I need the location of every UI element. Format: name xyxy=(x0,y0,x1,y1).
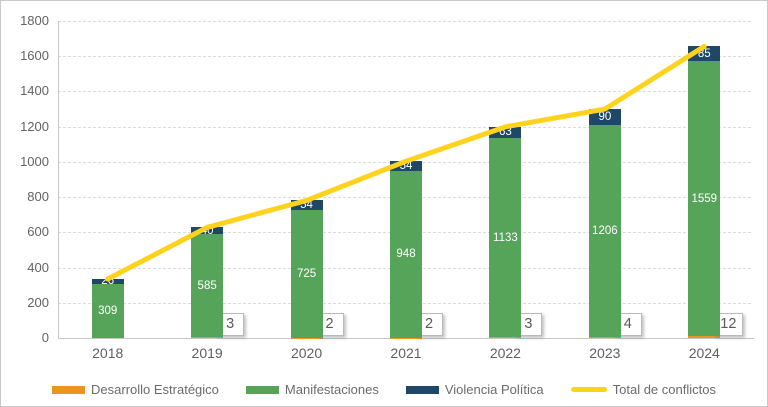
bar-value-label: 1559 xyxy=(691,192,718,205)
x-axis-category-label: 2019 xyxy=(191,345,223,361)
bar-segment-desarrollo-estrat-gico xyxy=(688,335,721,338)
legend-swatch-violencia-politica xyxy=(405,385,439,394)
legend-item-manifestaciones: Manifestaciones xyxy=(245,382,379,397)
y-axis-tick-label: 800 xyxy=(27,189,49,205)
legend-label: Desarrollo Estratégico xyxy=(91,382,219,397)
bar-value-label: 63 xyxy=(499,126,512,139)
gridline xyxy=(58,91,751,93)
legend-item-violencia-politica: Violencia Política xyxy=(405,382,544,397)
bar-value-label: 54 xyxy=(300,199,313,212)
gridline xyxy=(58,21,751,22)
y-axis-tick-label: 200 xyxy=(27,294,49,310)
x-axis-category-label: 2021 xyxy=(390,345,422,361)
y-axis-tick-label: 400 xyxy=(27,259,49,275)
legend-swatch-manifestaciones xyxy=(245,385,279,394)
legend-label: Manifestaciones xyxy=(284,382,379,397)
legend-swatch-desarrollo-estrategico xyxy=(52,385,86,394)
bar-value-label: 85 xyxy=(697,47,711,60)
legend-label: Total de conflictos xyxy=(612,382,716,397)
x-axis-category-label: 2018 xyxy=(92,345,124,361)
legend-swatch-total-line xyxy=(570,387,607,392)
legend-item-total-de-conflictos: Total de conflictos xyxy=(570,382,716,397)
y-axis-tick-label: 1600 xyxy=(20,48,49,64)
x-axis-line xyxy=(58,338,754,339)
y-axis-tick-label: 1800 xyxy=(20,13,49,28)
gridline xyxy=(58,126,751,128)
bar-value-label: 26 xyxy=(101,275,115,288)
bar-value-label: 585 xyxy=(197,279,217,292)
bar-value-label: 90 xyxy=(598,110,612,123)
x-axis-category-label: 2024 xyxy=(688,345,720,361)
bar-value-label: 1133 xyxy=(493,231,518,244)
y-axis-tick-label: 1200 xyxy=(20,118,49,134)
bar-segment-desarrollo-estrat-gico xyxy=(588,337,621,338)
bar-value-label: 309 xyxy=(98,304,118,317)
y-axis-tick-label: 0 xyxy=(41,330,49,345)
bar-value-label: 54 xyxy=(399,159,413,172)
y-axis-tick-label: 600 xyxy=(27,224,49,240)
value-callout-box: 2 xyxy=(315,313,344,336)
legend-item-desarrollo-estrategico: Desarrollo Estratégico xyxy=(52,382,219,397)
x-axis-category-label: 2023 xyxy=(589,345,621,361)
y-axis-line xyxy=(58,21,59,338)
bar-value-label: 725 xyxy=(296,267,317,280)
bar-value-label: 948 xyxy=(396,248,416,261)
legend: Desarrollo Estratégico Manifestaciones V… xyxy=(1,382,767,397)
legend-label: Violencia Política xyxy=(444,382,544,397)
bar-segment-manifestaciones xyxy=(91,283,124,338)
bar-segment-desarrollo-estrat-gico xyxy=(191,337,224,338)
y-axis-tick-label: 1000 xyxy=(20,153,49,169)
y-axis-tick-label: 1400 xyxy=(20,83,49,99)
bar-segment-desarrollo-estrat-gico xyxy=(489,337,522,338)
bar-value-label: 1206 xyxy=(592,225,618,238)
bar-value-label: 40 xyxy=(200,224,214,237)
gridline xyxy=(58,56,751,58)
x-axis-category-label: 2020 xyxy=(290,345,323,361)
x-axis-category-label: 2022 xyxy=(489,345,521,361)
value-callout-box: 2 xyxy=(415,313,443,336)
